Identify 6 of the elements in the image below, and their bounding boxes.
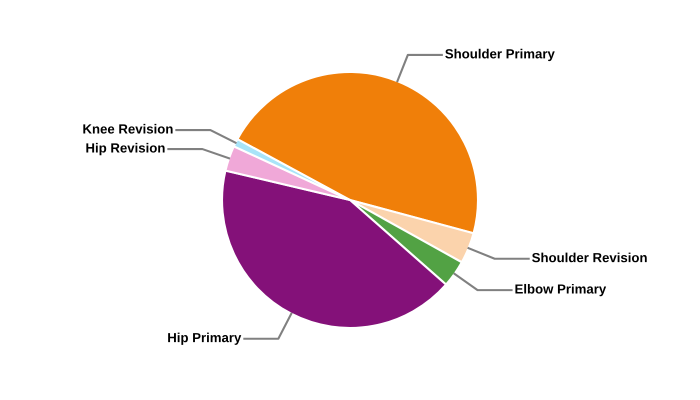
slice-label: Hip Primary bbox=[168, 332, 242, 345]
slice-label: Elbow Primary bbox=[515, 284, 606, 296]
slice-label: Shoulder Primary bbox=[445, 48, 555, 62]
slice-label: Hip Revision bbox=[86, 142, 165, 156]
slice-label: Knee Revision bbox=[83, 124, 173, 134]
slice-label: Shoulder Revision bbox=[532, 252, 647, 262]
